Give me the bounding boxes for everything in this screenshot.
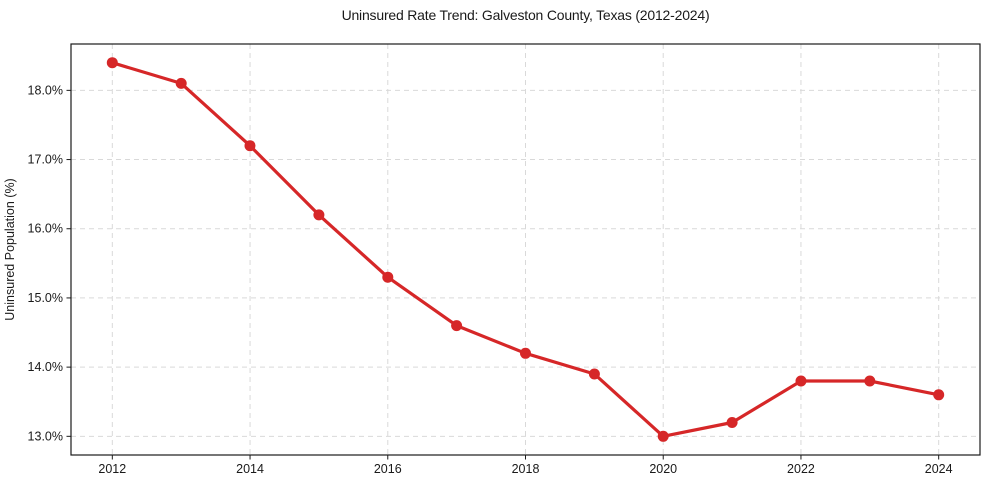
chart-title: Uninsured Rate Trend: Galveston County, … [341, 7, 710, 23]
x-tick-label: 2014 [236, 462, 264, 476]
x-tick-label: 2012 [98, 462, 126, 476]
data-point [795, 375, 807, 387]
data-point [588, 368, 600, 380]
y-tick-label: 15.0% [28, 291, 63, 305]
y-tick-label: 13.0% [28, 429, 63, 443]
x-tick-label: 2022 [787, 462, 815, 476]
data-point [244, 140, 256, 152]
x-tick-label: 2024 [925, 462, 953, 476]
data-point [382, 271, 394, 283]
x-tick-label: 2016 [374, 462, 402, 476]
x-tick-label: 2020 [649, 462, 677, 476]
x-tick-label: 2018 [512, 462, 540, 476]
y-tick-label: 18.0% [28, 83, 63, 97]
data-point [175, 77, 187, 89]
data-point [726, 417, 738, 428]
data-point [106, 57, 118, 69]
data-point [520, 347, 531, 359]
plot-border [70, 43, 981, 456]
y-tick-label: 16.0% [28, 222, 63, 236]
data-point [933, 389, 945, 401]
y-tick-label: 17.0% [28, 153, 63, 167]
data-point [313, 209, 325, 221]
data-point [451, 320, 463, 332]
data-point [864, 375, 876, 387]
data-point [657, 430, 669, 442]
y-axis-label: Uninsured Population (%) [3, 178, 17, 320]
y-tick-label: 14.0% [28, 360, 63, 374]
